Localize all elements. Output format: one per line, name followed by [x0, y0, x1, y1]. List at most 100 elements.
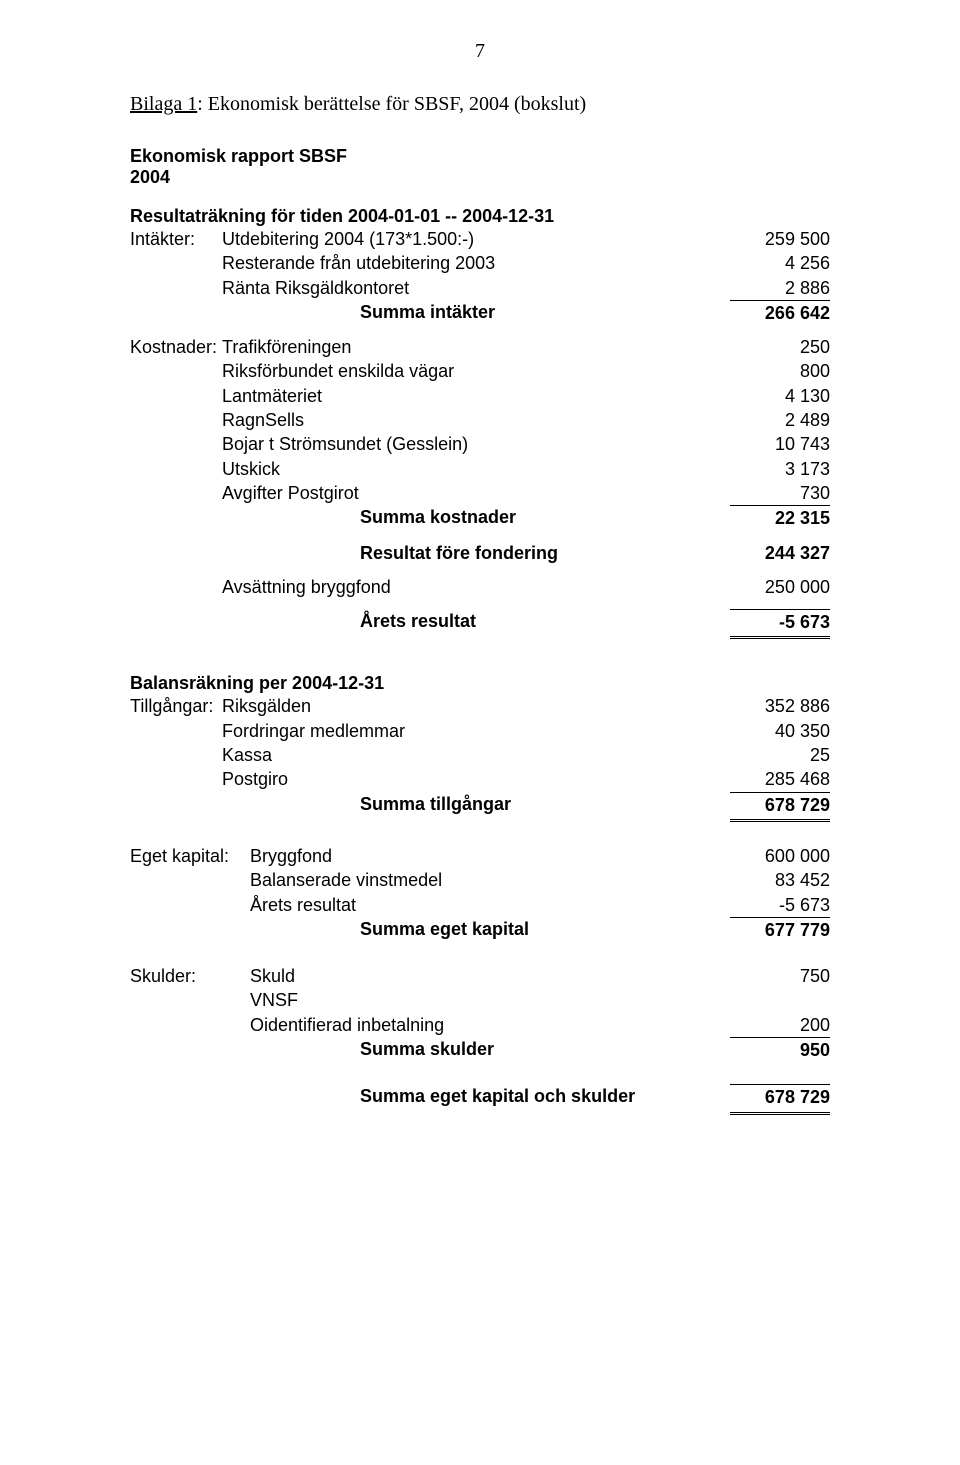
- equity-label: Balanserade vinstmedel: [250, 868, 442, 892]
- liability-label: VNSF: [250, 988, 298, 1012]
- result-before-value: 244 327: [730, 541, 830, 565]
- asset-value: 352 886: [730, 694, 830, 718]
- year-result-row: Årets resultat -5 673: [130, 609, 830, 639]
- liability-row: VNSF: [130, 988, 830, 1012]
- cost-label: RagnSells: [222, 408, 304, 432]
- cost-label: Riksförbundet enskilda vägar: [222, 359, 454, 383]
- asset-value: 285 468: [730, 767, 830, 791]
- report-heading: Ekonomisk rapport SBSF: [130, 146, 830, 167]
- asset-row: Tillgångar: Riksgälden 352 886: [130, 694, 830, 718]
- equity-sum-value: 677 779: [730, 917, 830, 942]
- cost-value: 800: [730, 359, 830, 383]
- asset-sum-label: Summa tillgångar: [360, 792, 511, 822]
- asset-sum-row: Summa tillgångar 678 729: [130, 792, 830, 822]
- cost-label: Utskick: [222, 457, 280, 481]
- asset-row: Fordringar medlemmar 40 350: [130, 719, 830, 743]
- cost-label: Lantmäteriet: [222, 384, 322, 408]
- income-value: 4 256: [730, 251, 830, 275]
- equity-row: Eget kapital: Bryggfond 600 000: [130, 844, 830, 868]
- appendix-title: Bilaga 1: Ekonomisk berättelse för SBSF,…: [130, 93, 830, 116]
- income-value: 2 886: [730, 276, 830, 300]
- assets-lead: Tillgångar:: [130, 694, 222, 718]
- allocation-row: Avsättning bryggfond 250 000: [130, 575, 830, 599]
- income-sum-label: Summa intäkter: [360, 300, 495, 325]
- income-label: Utdebitering 2004 (173*1.500:-): [222, 227, 474, 251]
- income-heading: Resultaträkning för tiden 2004-01-01 -- …: [130, 206, 830, 227]
- income-value: 259 500: [730, 227, 830, 251]
- report-year: 2004: [130, 167, 830, 188]
- liability-label: Skuld: [250, 964, 295, 988]
- equity-value: 83 452: [730, 868, 830, 892]
- cost-value: 2 489: [730, 408, 830, 432]
- liability-label: Oidentifierad inbetalning: [250, 1013, 444, 1037]
- asset-label: Fordringar medlemmar: [222, 719, 405, 743]
- year-result-value: -5 673: [730, 609, 830, 639]
- cost-row: Avgifter Postgirot 730: [130, 481, 830, 505]
- year-result-label: Årets resultat: [360, 609, 476, 639]
- asset-row: Kassa 25: [130, 743, 830, 767]
- cost-value: 4 130: [730, 384, 830, 408]
- asset-label: Riksgälden: [222, 694, 311, 718]
- result-before-row: Resultat före fondering 244 327: [130, 541, 830, 565]
- cost-lead: Kostnader:: [130, 335, 222, 359]
- income-sum-row: Summa intäkter 266 642: [130, 300, 830, 325]
- cost-value: 3 173: [730, 457, 830, 481]
- income-label: Resterande från utdebitering 2003: [222, 251, 495, 275]
- liability-value: 200: [730, 1013, 830, 1037]
- liability-sum-value: 950: [730, 1037, 830, 1062]
- asset-value: 25: [730, 743, 830, 767]
- page-number: 7: [130, 40, 830, 63]
- cost-row: Lantmäteriet 4 130: [130, 384, 830, 408]
- liability-sum-row: Summa skulder 950: [130, 1037, 830, 1062]
- asset-label: Kassa: [222, 743, 272, 767]
- income-row: Intäkter: Utdebitering 2004 (173*1.500:-…: [130, 227, 830, 251]
- liabilities-lead: Skulder:: [130, 964, 250, 988]
- cost-row: Bojar t Strömsundet (Gesslein) 10 743: [130, 432, 830, 456]
- balance-heading: Balansräkning per 2004-12-31: [130, 673, 830, 694]
- liability-value: 750: [730, 964, 830, 988]
- liability-row: Skulder: Skuld 750: [130, 964, 830, 988]
- income-row: Resterande från utdebitering 2003 4 256: [130, 251, 830, 275]
- income-sum-value: 266 642: [730, 300, 830, 325]
- balance-total-row: Summa eget kapital och skulder 678 729: [130, 1084, 830, 1114]
- equity-sum-label: Summa eget kapital: [360, 917, 529, 942]
- cost-sum-row: Summa kostnader 22 315: [130, 505, 830, 530]
- result-before-label: Resultat före fondering: [360, 541, 558, 565]
- cost-sum-value: 22 315: [730, 505, 830, 530]
- cost-sum-label: Summa kostnader: [360, 505, 516, 530]
- appendix-title-rest: : Ekonomisk berättelse för SBSF, 2004 (b…: [197, 93, 586, 115]
- equity-label: Årets resultat: [250, 893, 356, 917]
- asset-value: 40 350: [730, 719, 830, 743]
- cost-row: Kostnader: Trafikföreningen 250: [130, 335, 830, 359]
- equity-row: Balanserade vinstmedel 83 452: [130, 868, 830, 892]
- cost-row: Riksförbundet enskilda vägar 800: [130, 359, 830, 383]
- equity-value: -5 673: [730, 893, 830, 917]
- income-lead: Intäkter:: [130, 227, 222, 251]
- income-label: Ränta Riksgäldkontoret: [222, 276, 409, 300]
- cost-row: Utskick 3 173: [130, 457, 830, 481]
- equity-row: Årets resultat -5 673: [130, 893, 830, 917]
- income-row: Ränta Riksgäldkontoret 2 886: [130, 276, 830, 300]
- asset-label: Postgiro: [222, 767, 288, 791]
- cost-value: 10 743: [730, 432, 830, 456]
- asset-sum-value: 678 729: [730, 792, 830, 822]
- liability-row: Oidentifierad inbetalning 200: [130, 1013, 830, 1037]
- equity-lead: Eget kapital:: [130, 844, 250, 868]
- cost-label: Bojar t Strömsundet (Gesslein): [222, 432, 468, 456]
- cost-row: RagnSells 2 489: [130, 408, 830, 432]
- liability-value: [730, 988, 830, 1012]
- cost-label: Trafikföreningen: [222, 335, 351, 359]
- equity-sum-row: Summa eget kapital 677 779: [130, 917, 830, 942]
- allocation-value: 250 000: [730, 575, 830, 599]
- equity-value: 600 000: [730, 844, 830, 868]
- balance-total-value: 678 729: [730, 1084, 830, 1114]
- cost-value: 250: [730, 335, 830, 359]
- appendix-title-underlined: Bilaga 1: [130, 93, 197, 115]
- cost-label: Avgifter Postgirot: [222, 481, 359, 505]
- liability-sum-label: Summa skulder: [360, 1037, 494, 1062]
- allocation-label: Avsättning bryggfond: [222, 575, 391, 599]
- equity-label: Bryggfond: [250, 844, 332, 868]
- balance-total-label: Summa eget kapital och skulder: [360, 1084, 635, 1114]
- cost-value: 730: [730, 481, 830, 505]
- asset-row: Postgiro 285 468: [130, 767, 830, 791]
